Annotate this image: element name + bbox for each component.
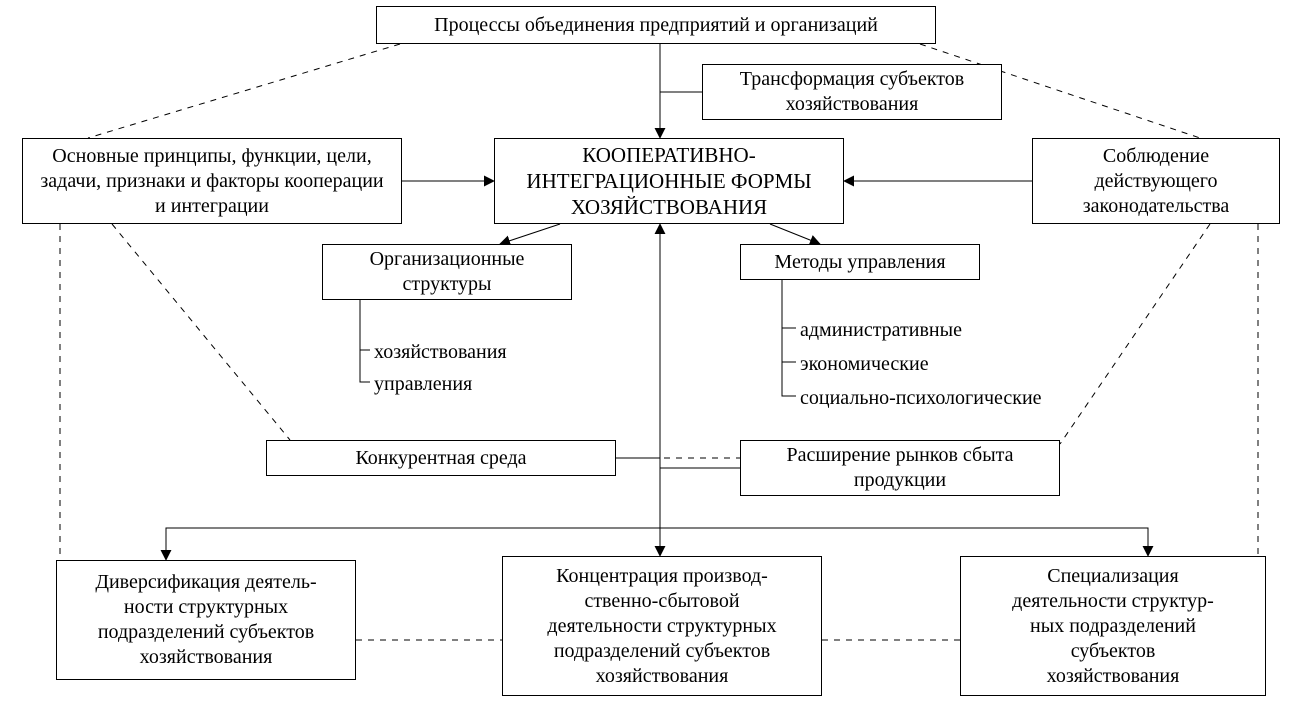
node-special: Специализация деятельности структур- ных…: [960, 556, 1266, 696]
node-principles: Основные принципы, функции, цели, задачи…: [22, 138, 402, 224]
diagram-stage: Процессы объединения предприятий и орган…: [0, 0, 1300, 702]
label-org-sub2: управления: [374, 372, 472, 397]
label-meth-sub3: социально-психологические: [800, 386, 1042, 411]
node-orgstruct: Организационные структуры: [322, 244, 572, 300]
node-diversif: Диверсификация деятель- ности структурны…: [56, 560, 356, 680]
node-concentr: Концентрация производ- ственно-сбытовой …: [502, 556, 822, 696]
label-meth-sub1: административные: [800, 318, 962, 343]
node-laws: Соблюдение действующего законодательства: [1032, 138, 1280, 224]
node-top: Процессы объединения предприятий и орган…: [376, 6, 936, 44]
label-org-sub1: хозяйствования: [374, 340, 507, 365]
node-competitive: Конкурентная среда: [266, 440, 616, 476]
node-markets: Расширение рынков сбыта продукции: [740, 440, 1060, 496]
node-transform: Трансформация субъектов хозяйствования: [702, 64, 1002, 120]
node-methods: Методы управления: [740, 244, 980, 280]
label-meth-sub2: экономические: [800, 352, 929, 377]
node-center: КООПЕРАТИВНО- ИНТЕГРАЦИОННЫЕ ФОРМЫ ХОЗЯЙ…: [494, 138, 844, 224]
